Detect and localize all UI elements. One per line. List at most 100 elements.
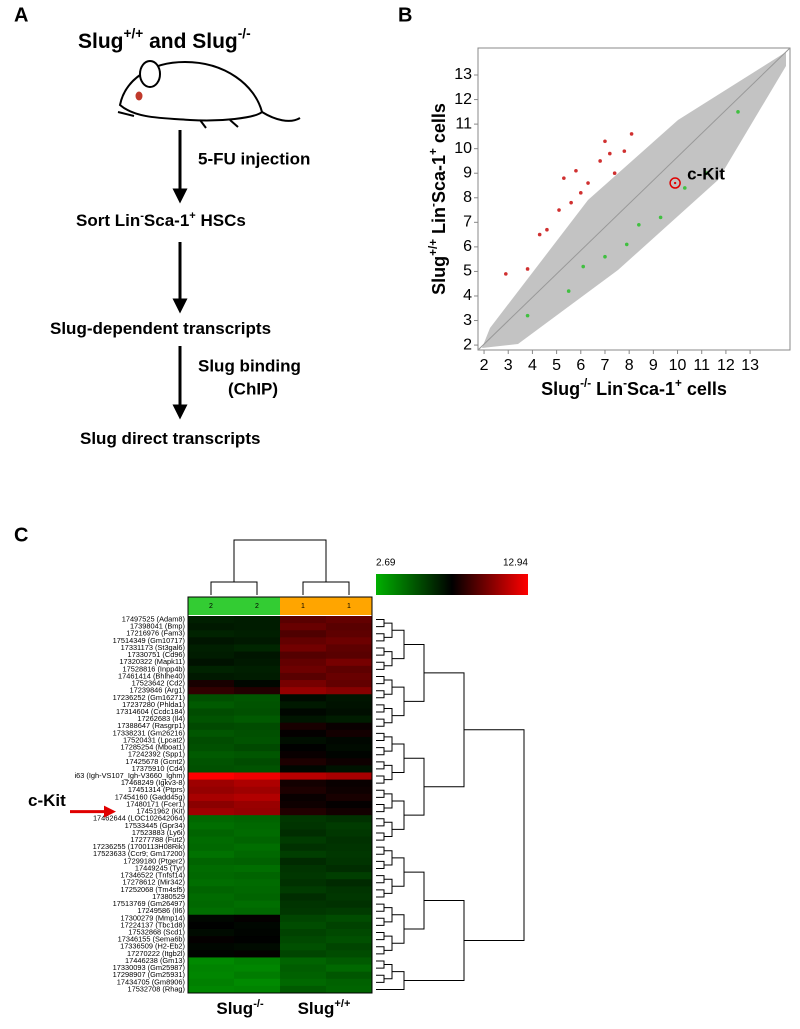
x-tick-label: 4 <box>528 357 537 374</box>
heatmap-cell <box>188 907 235 916</box>
flow-step-part: Sca-1 <box>144 211 189 230</box>
heatmap-cell <box>188 836 235 845</box>
flow-title-part: and Slug <box>143 30 238 53</box>
heatmap-cell <box>326 793 373 802</box>
heatmap-cell <box>326 879 373 887</box>
heatmap-cell <box>188 822 235 830</box>
heatmap-cell <box>280 907 327 916</box>
heatmap-cell <box>326 736 373 745</box>
point <box>578 191 583 195</box>
y-tick-label: 2 <box>463 336 472 353</box>
y-tick-label: 8 <box>463 189 472 206</box>
row-label: 17388647 (Rasgrp1) <box>117 721 185 730</box>
heatmap-cell <box>188 936 235 944</box>
arrow-label: Slug binding <box>198 356 301 375</box>
heatmap-cell <box>280 843 327 852</box>
x-tick-label: 13 <box>741 357 759 374</box>
flow-title-part: Slug <box>78 30 124 53</box>
heatmap-cell <box>188 729 235 738</box>
flow-step: Sort Lin-Sca-1+ HSCs <box>76 210 246 231</box>
heatmap-cell <box>188 715 235 724</box>
heatmap-cell <box>280 928 327 937</box>
row-label: 17451962 (Kit) <box>137 807 185 816</box>
heatmap-cell <box>188 793 235 802</box>
row-label: 17331173 (St3gal6) <box>121 643 185 652</box>
heatmap-cell <box>280 893 327 902</box>
row-label: 17480171 (Fcer1) <box>126 799 185 808</box>
heatmap-cell <box>234 872 281 880</box>
heatmap-cell <box>234 665 281 674</box>
highlight-point <box>669 177 681 189</box>
flow-step-part: - <box>140 210 144 222</box>
group-label-part: Slug <box>216 999 253 1018</box>
heatmap-cell <box>188 843 235 852</box>
x-axis-label-part: - <box>623 377 627 390</box>
heatmap-cell <box>234 715 281 724</box>
heatmap-cell <box>188 964 235 973</box>
heatmap-cell <box>280 879 327 887</box>
flow-title-part: -/- <box>238 26 251 41</box>
y-axis-label-part: Lin <box>429 207 449 239</box>
heatmap-cell <box>188 978 235 987</box>
heatmap-cell <box>234 694 281 702</box>
heatmap-cell <box>326 658 373 667</box>
heatmap-cell <box>234 829 281 838</box>
heatmap-cell <box>326 687 373 695</box>
x-tick-label: 3 <box>504 357 513 374</box>
x-tick-label: 9 <box>649 357 658 374</box>
row-label: 17270222 (Itgb2l) <box>127 949 185 958</box>
highlight-dot <box>673 181 677 185</box>
heatmap-cell <box>280 857 327 866</box>
group-label-part: Slug <box>298 999 335 1018</box>
point <box>566 289 571 293</box>
heatmap-cell <box>188 701 235 709</box>
heatmap-cell <box>280 630 327 638</box>
y-tick-label: 9 <box>463 164 472 181</box>
heatmap-cell <box>234 808 281 816</box>
heatmap-cell <box>188 850 235 859</box>
point <box>598 159 602 163</box>
group-label-part: +/+ <box>334 998 350 1010</box>
heatmap-cell <box>188 829 235 838</box>
y-tick-label: 5 <box>463 263 472 280</box>
point <box>569 200 573 205</box>
flow-title: Slug+/+ and Slug-/- <box>78 26 251 52</box>
heatmap-cell <box>234 950 281 958</box>
point <box>622 149 627 153</box>
heatmap-cell <box>280 779 327 788</box>
y-tick-label: 12 <box>454 91 472 108</box>
row-dendrogram <box>376 619 525 990</box>
heatmap-cell <box>188 758 235 766</box>
heatmap-cell <box>280 772 327 781</box>
y-tick-label: 11 <box>455 115 472 132</box>
row-label: 17434705 (Gm8906) <box>117 977 185 986</box>
row-label: 17520431 (Lpcat2) <box>123 735 185 744</box>
heatmap-cell <box>280 985 327 994</box>
heatmap-cell <box>234 843 281 852</box>
point <box>504 272 508 276</box>
heatmap-cell <box>234 687 281 695</box>
heatmap-cell <box>234 772 281 781</box>
heatmap-cell <box>188 672 235 681</box>
heatmap-cell <box>280 694 327 702</box>
heatmap-cell <box>326 857 373 866</box>
diagonal <box>477 47 791 351</box>
heatmap-cell <box>188 736 235 745</box>
heatmap-cell <box>280 829 327 838</box>
row-label: 17338231 (Gm26216) <box>113 728 185 737</box>
heatmap-cell <box>326 864 373 873</box>
heatmap-cell <box>326 900 373 909</box>
row-label: 17314604 (Ccdc184) <box>116 707 185 716</box>
heatmap-cell <box>234 907 281 916</box>
heatmap-cell <box>280 665 327 674</box>
point <box>629 132 634 136</box>
heatmap-cell <box>326 680 373 688</box>
x-tick-label: 10 <box>669 357 687 374</box>
heatmap-cell <box>280 786 327 795</box>
heatmap-cell <box>326 893 373 902</box>
x-tick-label: 8 <box>625 357 634 374</box>
row-label: 17461414 (Bhlhe40) <box>118 671 185 680</box>
flow-step-part: Slug-dependent transcripts <box>50 319 271 338</box>
heatmap-cell <box>188 779 235 788</box>
